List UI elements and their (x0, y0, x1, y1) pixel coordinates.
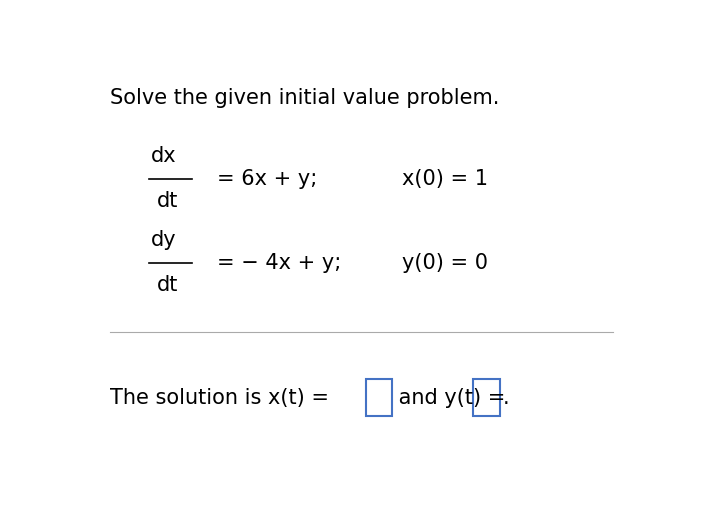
Text: dt: dt (157, 191, 178, 211)
Text: dt: dt (157, 275, 178, 295)
FancyBboxPatch shape (473, 379, 500, 416)
Text: y(0) = 0: y(0) = 0 (403, 253, 489, 272)
Text: dy: dy (151, 230, 176, 250)
Text: = 6x + y;: = 6x + y; (216, 169, 317, 188)
Text: x(0) = 1: x(0) = 1 (403, 169, 489, 188)
Text: .: . (502, 388, 509, 408)
Text: and y(t) =: and y(t) = (392, 388, 512, 408)
Text: dx: dx (151, 146, 176, 166)
Text: Solve the given initial value problem.: Solve the given initial value problem. (110, 88, 499, 109)
Text: = − 4x + y;: = − 4x + y; (216, 253, 341, 272)
FancyBboxPatch shape (366, 379, 392, 416)
Text: The solution is x(t) =: The solution is x(t) = (110, 388, 336, 408)
